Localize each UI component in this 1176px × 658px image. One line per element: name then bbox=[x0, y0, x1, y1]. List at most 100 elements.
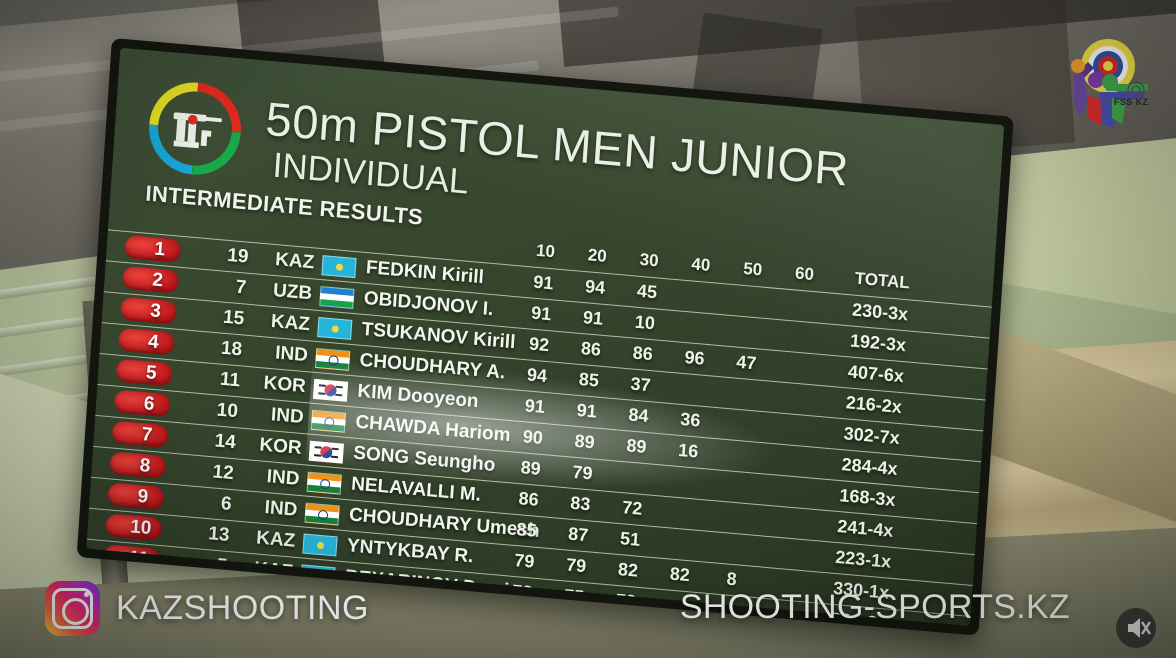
rank-value: 3 bbox=[149, 300, 162, 323]
col-header-40: 40 bbox=[690, 254, 712, 275]
series-score: 37 bbox=[630, 373, 652, 396]
series-score: 16 bbox=[677, 439, 699, 462]
series-score: 51 bbox=[619, 528, 641, 550]
series-score: 91 bbox=[582, 307, 604, 329]
nation-code: IND bbox=[270, 404, 305, 429]
col-header-10: 10 bbox=[535, 240, 556, 262]
series-score: 91 bbox=[576, 399, 598, 422]
col-header-20: 20 bbox=[587, 245, 608, 266]
bib-number: 10 bbox=[216, 399, 239, 423]
website-url: SHOOTING-SPORTS.KZ bbox=[679, 588, 1070, 626]
nation-code: IND bbox=[274, 342, 309, 367]
fss-logo-text: FSS KZ bbox=[1114, 97, 1149, 107]
series-score: 82 bbox=[617, 559, 639, 581]
series-score: 86 bbox=[517, 488, 540, 510]
series-score: 85 bbox=[515, 519, 538, 541]
series-score: 89 bbox=[625, 435, 648, 458]
nation-code: KAZ bbox=[274, 249, 315, 274]
series-score: 45 bbox=[636, 280, 658, 303]
instagram-icon[interactable] bbox=[45, 581, 100, 636]
bib-number: 13 bbox=[207, 523, 231, 547]
series-score: 94 bbox=[584, 276, 606, 298]
nation-code: KAZ bbox=[255, 527, 296, 552]
nation-code: KAZ bbox=[270, 310, 311, 336]
series-score: 83 bbox=[569, 492, 592, 515]
flag-kaz bbox=[317, 317, 353, 340]
rank-value: 7 bbox=[141, 424, 154, 446]
flag-kor bbox=[308, 440, 344, 464]
col-header-50: 50 bbox=[742, 258, 763, 280]
flag-kaz bbox=[302, 533, 338, 557]
shooter-figure-icon bbox=[173, 112, 222, 149]
bib-number: 19 bbox=[226, 244, 250, 268]
total-score: 223-1x bbox=[834, 546, 892, 572]
total-score: 192-3x bbox=[849, 330, 907, 356]
series-score: 86 bbox=[632, 342, 654, 365]
col-header-30: 30 bbox=[639, 249, 660, 271]
series-score: 92 bbox=[528, 333, 550, 356]
series-score: 36 bbox=[679, 408, 702, 431]
total-score: 302-7x bbox=[843, 423, 901, 449]
flag-ind bbox=[304, 502, 340, 526]
bib-number: 15 bbox=[222, 306, 245, 330]
series-score: 86 bbox=[580, 338, 602, 360]
bib-number: 11 bbox=[219, 368, 241, 392]
series-score: 91 bbox=[524, 395, 546, 418]
series-score: 72 bbox=[621, 497, 643, 519]
series-score: 87 bbox=[567, 523, 589, 546]
series-score: 79 bbox=[571, 461, 594, 484]
bib-number: 6 bbox=[220, 493, 233, 516]
asia-shooting-logo-icon bbox=[146, 78, 244, 179]
nation-code: KOR bbox=[262, 372, 307, 398]
muted-speaker-icon[interactable] bbox=[1116, 608, 1156, 648]
flag-ind bbox=[306, 471, 342, 495]
nation-code: IND bbox=[266, 466, 301, 490]
rank-value: 2 bbox=[151, 269, 164, 292]
total-score: 168-3x bbox=[838, 485, 897, 510]
bib-number: 7 bbox=[235, 276, 248, 299]
flag-uzb bbox=[319, 286, 355, 310]
series-score: 89 bbox=[520, 457, 542, 479]
scoreboard-header: 50m PISTOL MEN JUNIOR INDIVIDUAL INTERME… bbox=[109, 48, 1004, 285]
series-score: 82 bbox=[669, 563, 691, 586]
instagram-handle: KAZSHOOTING bbox=[116, 589, 369, 627]
series-score: 90 bbox=[522, 426, 544, 448]
series-score: 85 bbox=[578, 368, 600, 391]
series-score: 94 bbox=[526, 364, 548, 387]
display-bezel: 50m PISTOL MEN JUNIOR INDIVIDUAL INTERME… bbox=[76, 38, 1014, 636]
scoreboard-display: 50m PISTOL MEN JUNIOR INDIVIDUAL INTERME… bbox=[76, 38, 1014, 636]
display-screen: 50m PISTOL MEN JUNIOR INDIVIDUAL INTERME… bbox=[86, 47, 1005, 626]
rank-value: 5 bbox=[145, 362, 158, 385]
series-score: 96 bbox=[683, 347, 706, 369]
rank-value: 9 bbox=[136, 485, 149, 508]
fss-logo-icon bbox=[1071, 39, 1148, 128]
series-score: 91 bbox=[530, 302, 552, 325]
rank-value: 4 bbox=[147, 331, 160, 354]
bib-number: 14 bbox=[213, 430, 237, 454]
flag-ind bbox=[315, 347, 351, 371]
rank-value: 6 bbox=[143, 393, 156, 416]
series-score: 89 bbox=[573, 430, 596, 453]
series-score: 79 bbox=[513, 549, 536, 572]
bib-number: 12 bbox=[211, 461, 235, 485]
series-score: 47 bbox=[735, 351, 758, 374]
total-score: 216-2x bbox=[845, 392, 903, 418]
nation-code: IND bbox=[263, 497, 299, 521]
total-score: 284-4x bbox=[840, 454, 899, 480]
rank-value: 1 bbox=[153, 238, 166, 261]
flag-kor bbox=[312, 378, 349, 402]
fss-kz-logo: FSS KZ bbox=[1048, 34, 1158, 134]
series-score: 79 bbox=[565, 554, 587, 577]
nation-code: UZB bbox=[272, 279, 313, 305]
nation-code: KOR bbox=[258, 434, 303, 459]
rank-value: 8 bbox=[138, 454, 151, 477]
series-score: 91 bbox=[532, 271, 555, 294]
rank-value: 10 bbox=[129, 516, 152, 540]
col-header-60: 60 bbox=[794, 263, 815, 285]
series-score: 10 bbox=[634, 311, 656, 334]
total-score: 241-4x bbox=[836, 516, 894, 541]
total-score: 230-3x bbox=[851, 299, 909, 325]
series-score: 84 bbox=[627, 404, 650, 427]
flag-kaz bbox=[321, 255, 357, 279]
